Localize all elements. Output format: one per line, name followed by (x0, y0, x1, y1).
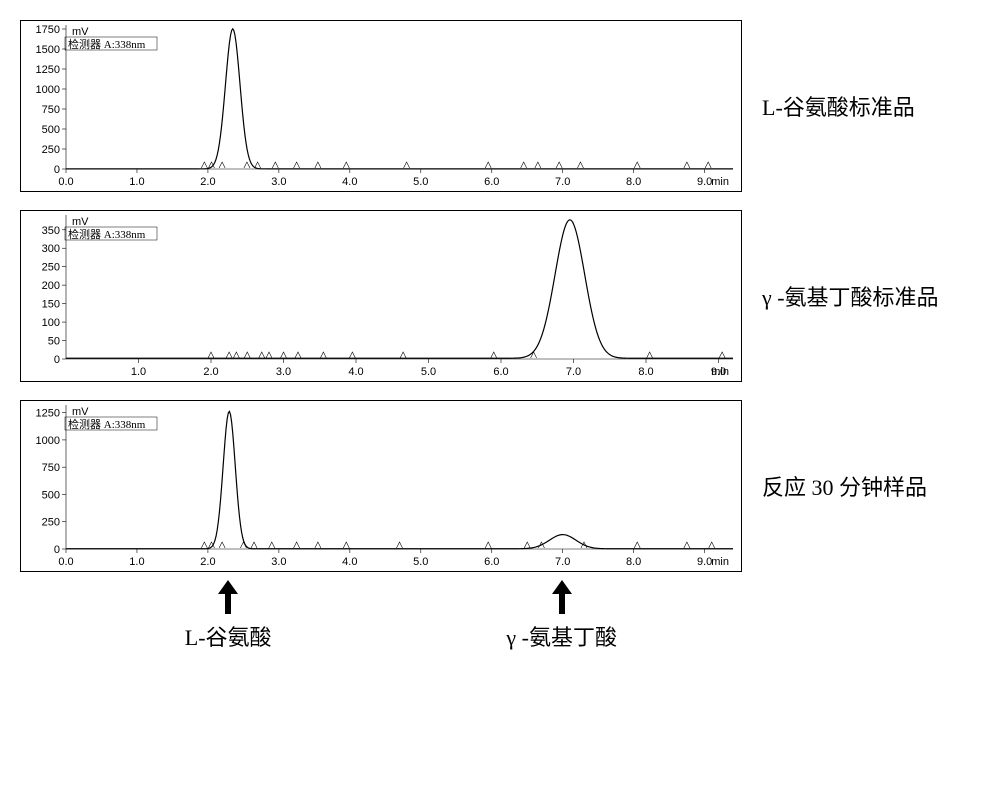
svg-text:150: 150 (42, 299, 60, 311)
svg-text:检测器 A:338nm: 检测器 A:338nm (68, 417, 146, 431)
svg-text:200: 200 (42, 280, 60, 292)
svg-text:min: min (711, 556, 729, 568)
svg-text:5.0: 5.0 (413, 556, 428, 568)
svg-text:7.0: 7.0 (555, 176, 570, 188)
svg-text:2.0: 2.0 (203, 366, 218, 378)
svg-text:4.0: 4.0 (348, 366, 363, 378)
svg-text:mV: mV (72, 216, 89, 228)
panel-row: 0 250 500 750 1000 1250 1500 1750 mV检测器 A:338nm 0… (20, 20, 980, 192)
svg-text:1250: 1250 (36, 408, 60, 420)
arrow-up-icon (550, 580, 574, 614)
svg-text:1000: 1000 (36, 435, 60, 447)
svg-text:9.0: 9.0 (697, 556, 712, 568)
panel-row: 0 250 500 750 1000 1250 mV检测器 A:338nm 0.0 1.0 2.0… (20, 400, 980, 572)
svg-text:500: 500 (42, 489, 60, 501)
svg-text:6.0: 6.0 (484, 556, 499, 568)
svg-text:0: 0 (54, 164, 60, 176)
svg-text:0.0: 0.0 (58, 176, 73, 188)
svg-text:检测器 A:338nm: 检测器 A:338nm (68, 227, 146, 241)
svg-text:8.0: 8.0 (638, 366, 653, 378)
svg-text:min: min (711, 176, 729, 188)
arrow-up-icon (216, 580, 240, 614)
svg-text:1.0: 1.0 (129, 176, 144, 188)
svg-text:7.0: 7.0 (566, 366, 581, 378)
svg-text:1.0: 1.0 (129, 556, 144, 568)
svg-text:1250: 1250 (36, 64, 60, 76)
svg-text:4.0: 4.0 (342, 556, 357, 568)
svg-text:3.0: 3.0 (271, 176, 286, 188)
peak-annotation: L-谷氨酸 (178, 580, 278, 652)
svg-text:检测器 A:338nm: 检测器 A:338nm (68, 37, 146, 51)
svg-text:1500: 1500 (36, 44, 60, 56)
chromatogram-panel-svg: 0 250 500 750 1000 1250 1500 1750 mV检测器 A:338nm 0… (21, 21, 741, 191)
bottom-annotations: L-谷氨酸 γ -氨基丁酸 (20, 580, 740, 650)
svg-text:9.0: 9.0 (697, 176, 712, 188)
svg-text:50: 50 (48, 336, 60, 348)
svg-text:4.0: 4.0 (342, 176, 357, 188)
svg-text:1750: 1750 (36, 24, 60, 36)
svg-text:8.0: 8.0 (626, 556, 641, 568)
svg-text:250: 250 (42, 144, 60, 156)
svg-text:mV: mV (72, 26, 89, 38)
svg-text:6.0: 6.0 (484, 176, 499, 188)
svg-text:1000: 1000 (36, 84, 60, 96)
svg-text:250: 250 (42, 517, 60, 529)
peak-annotation: γ -氨基丁酸 (512, 580, 612, 652)
svg-text:0: 0 (54, 354, 60, 366)
svg-text:750: 750 (42, 104, 60, 116)
svg-text:mV: mV (72, 406, 89, 418)
svg-text:250: 250 (42, 262, 60, 274)
chromatogram-panel: 0 250 500 750 1000 1250 mV检测器 A:338nm 0.0 1.0 2.0… (20, 400, 742, 572)
svg-text:2.0: 2.0 (200, 556, 215, 568)
svg-text:300: 300 (42, 243, 60, 255)
svg-text:3.0: 3.0 (276, 366, 291, 378)
chromatogram-panel-svg: 0 50 100 150 200 250 300 350 mV检测器 A:338nm 1.0 2.0… (21, 211, 741, 381)
panel-side-label: γ -氨基丁酸标准品 (762, 280, 939, 312)
chromatogram-panel: 0 250 500 750 1000 1250 1500 1750 mV检测器 A:338nm 0… (20, 20, 742, 192)
peak-annotation-label: γ -氨基丁酸 (506, 620, 617, 652)
chromatogram-figure: 02505007501000125015001750mV检测器 A:338nm0… (20, 20, 980, 572)
peak-annotation-label: L-谷氨酸 (185, 620, 272, 652)
svg-text:0.0: 0.0 (58, 556, 73, 568)
chromatogram-panel-svg: 0 250 500 750 1000 1250 mV检测器 A:338nm 0.0 1.0 2.0… (21, 401, 741, 571)
svg-text:5.0: 5.0 (421, 366, 436, 378)
svg-text:3.0: 3.0 (271, 556, 286, 568)
svg-text:6.0: 6.0 (493, 366, 508, 378)
panel-side-label: 反应 30 分钟样品 (762, 470, 927, 502)
svg-text:500: 500 (42, 124, 60, 136)
svg-text:1.0: 1.0 (131, 366, 146, 378)
chromatogram-panel: 0 50 100 150 200 250 300 350 mV检测器 A:338nm 1.0 2.0… (20, 210, 742, 382)
svg-text:7.0: 7.0 (555, 556, 570, 568)
svg-text:min: min (711, 366, 729, 378)
svg-text:8.0: 8.0 (626, 176, 641, 188)
panel-row: 0 50 100 150 200 250 300 350 mV检测器 A:338nm 1.0 2.0… (20, 210, 980, 382)
panel-side-label: L-谷氨酸标准品 (762, 90, 915, 122)
svg-text:5.0: 5.0 (413, 176, 428, 188)
svg-text:350: 350 (42, 225, 60, 237)
svg-text:0: 0 (54, 544, 60, 556)
svg-text:100: 100 (42, 317, 60, 329)
svg-text:750: 750 (42, 462, 60, 474)
svg-text:2.0: 2.0 (200, 176, 215, 188)
